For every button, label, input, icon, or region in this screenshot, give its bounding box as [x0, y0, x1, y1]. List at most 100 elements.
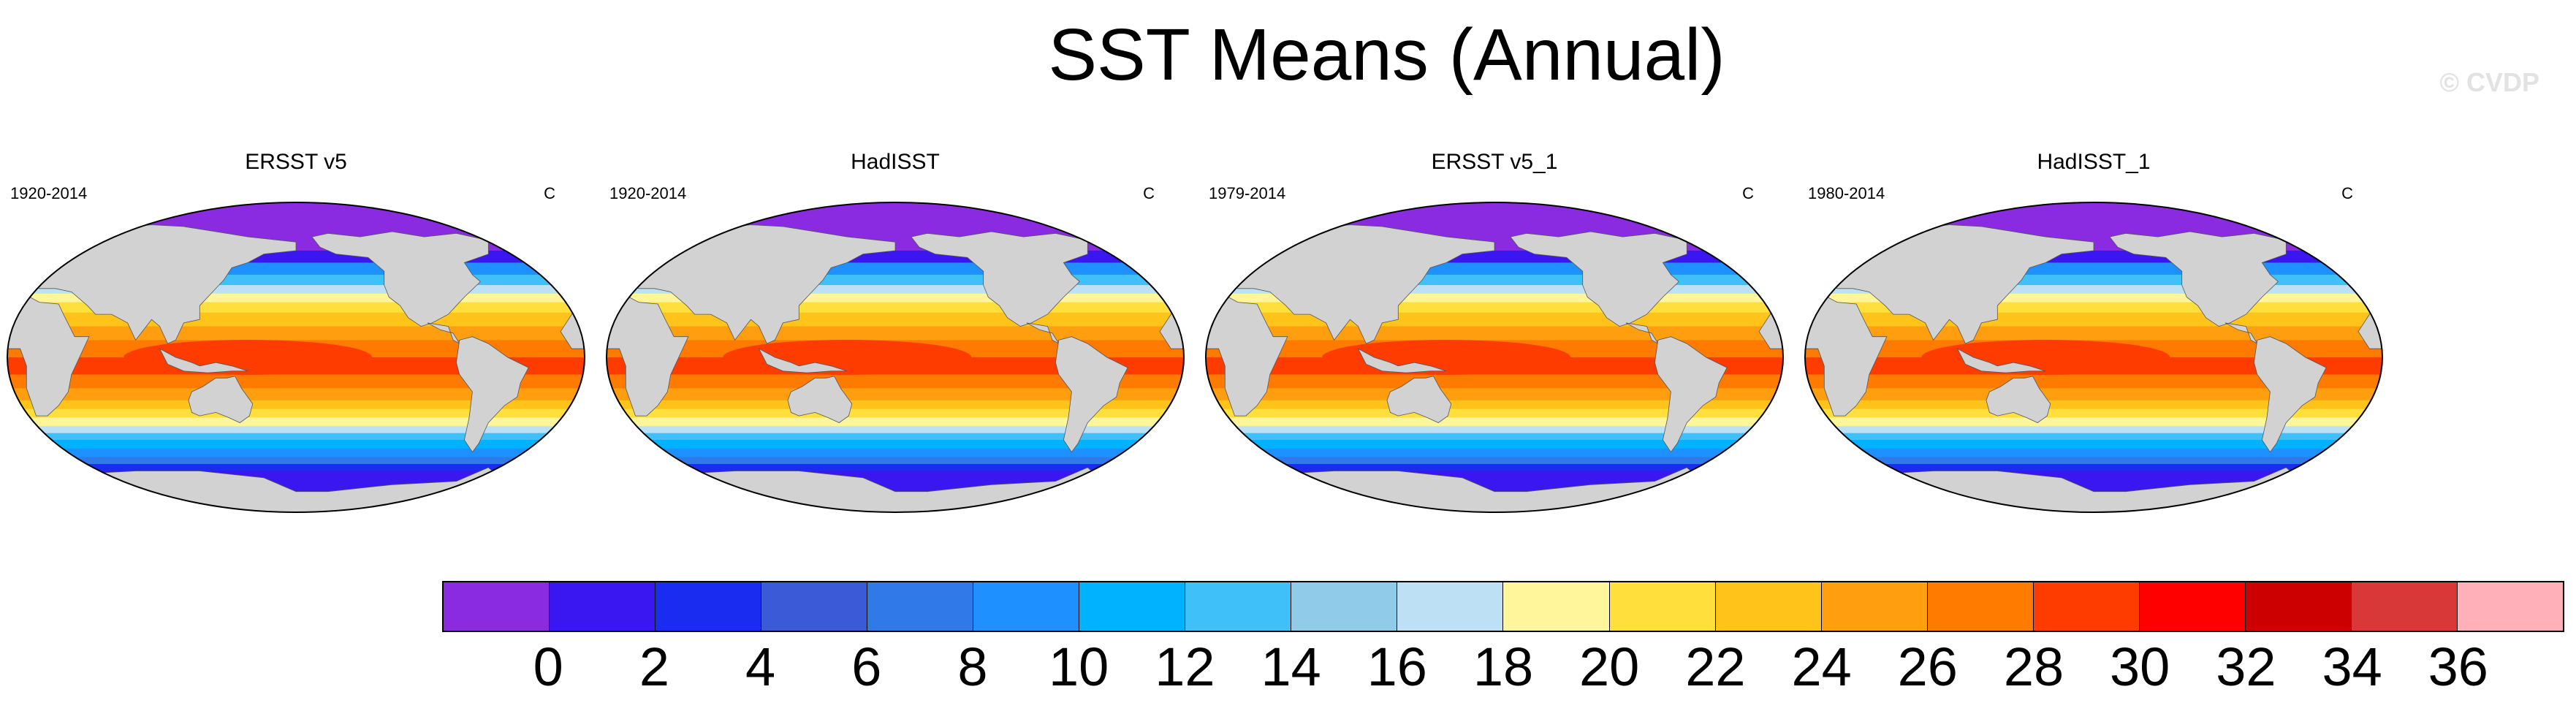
continent-africa-east	[1805, 293, 1888, 417]
sst-band	[7, 433, 585, 441]
sst-band	[1206, 374, 1783, 389]
sst-band	[7, 312, 585, 327]
sst-band	[7, 464, 585, 471]
colorbar-tick-label: 2	[639, 636, 669, 697]
sst-band	[1805, 464, 2382, 471]
sst-band	[607, 202, 1184, 237]
sst-band	[7, 457, 585, 465]
colorbar-swatch	[973, 582, 1079, 631]
colorbar-swatch	[444, 582, 550, 631]
colorbar-tick-label: 12	[1155, 636, 1215, 697]
colorbar-ticks: 0 2 4 6 8 10 12 14 16 18 20 22 24 26 28 30 32 34 36	[442, 636, 2564, 697]
colorbar-swatch	[1291, 582, 1397, 631]
sst-map	[606, 202, 1185, 513]
sst-band	[1805, 417, 2382, 427]
map-panel-ersst-v5-1: ERSST v5_1 1979-2014 C	[1198, 150, 1790, 559]
colorbar-tick-label: 0	[533, 636, 563, 697]
sst-band	[7, 448, 585, 458]
map-outline	[1804, 202, 2383, 513]
panel-units: C	[544, 184, 555, 202]
sst-band	[607, 457, 1184, 465]
continent-south-america	[1055, 336, 1128, 453]
sst-band	[1805, 433, 2382, 441]
figure-title: SST Means (Annual)	[1048, 14, 1725, 96]
continent-indonesia	[1357, 348, 1447, 373]
map-outline	[1205, 202, 1784, 513]
colorbar-tick-label: 8	[957, 636, 988, 697]
sst-band	[1805, 202, 2382, 237]
sst-map	[1804, 202, 2383, 513]
colorbar-swatch	[2138, 582, 2245, 631]
sst-band	[1206, 408, 1783, 418]
sst-band	[7, 426, 585, 434]
sst-band	[607, 417, 1184, 427]
colorbar-tick-label: 14	[1261, 636, 1321, 697]
panel-period: 1979-2014	[1209, 184, 1286, 202]
sst-band	[607, 408, 1184, 418]
continent-eurasia-east	[2357, 254, 2382, 289]
colorbar-swatch	[1714, 582, 1821, 631]
panel-units: C	[1742, 184, 1754, 202]
sst-map	[7, 202, 585, 513]
continent-north-america	[911, 231, 1088, 327]
sst-band	[7, 417, 585, 427]
sst-band	[1805, 400, 2382, 410]
sst-band	[1206, 448, 1783, 458]
panel-period: 1920-2014	[10, 184, 88, 202]
warm-pool	[124, 340, 373, 375]
panel-title: ERSST v5	[245, 150, 347, 174]
sst-band	[607, 400, 1184, 410]
sst-band	[1805, 326, 2382, 341]
sst-band	[1206, 326, 1783, 341]
sst-band	[1805, 408, 2382, 418]
sst-band	[1805, 448, 2382, 458]
colorbar-swatch	[2350, 582, 2457, 631]
panel-title: HadISST	[851, 150, 940, 174]
continent-north-america	[311, 231, 489, 327]
continent-africa-east	[607, 293, 689, 417]
sst-band	[1206, 400, 1783, 410]
colorbar-swatch	[1185, 582, 1291, 631]
continent-indonesia	[1956, 348, 2046, 373]
colorbar-swatch	[655, 582, 761, 631]
colorbar-tick-label: 10	[1049, 636, 1109, 697]
panel-period: 1920-2014	[609, 184, 687, 202]
panel-period: 1980-2014	[1808, 184, 1885, 202]
sst-band	[607, 464, 1184, 471]
continent-australia	[787, 376, 853, 423]
sst-band	[7, 400, 585, 410]
colorbar-swatch	[1820, 582, 1927, 631]
warm-pool	[1322, 340, 1571, 375]
sst-band	[1805, 457, 2382, 465]
continent-eurasia-east	[1159, 254, 1184, 289]
sst-band	[7, 374, 585, 389]
continent-eurasia-east	[1758, 254, 1783, 289]
sst-band	[607, 440, 1184, 449]
sst-band	[1206, 464, 1783, 471]
sst-band	[1206, 202, 1783, 237]
sst-band	[7, 408, 585, 418]
sst-band	[1805, 426, 2382, 434]
colorbar-tick-label: 36	[2428, 636, 2488, 697]
sst-band	[607, 448, 1184, 458]
continent-south-america	[2253, 336, 2327, 453]
colorbar-swatch	[549, 582, 656, 631]
sst-band	[1206, 440, 1783, 449]
continent-north-america	[1510, 231, 1687, 327]
continent-south-america	[455, 336, 529, 453]
sst-band	[1206, 388, 1783, 401]
colorbar-tick-label: 18	[1473, 636, 1534, 697]
continent-north-america	[2109, 231, 2287, 327]
continent-indonesia	[159, 348, 248, 373]
continent-australia	[1986, 376, 2051, 423]
sst-band	[1206, 417, 1783, 427]
continent-africa-east	[7, 293, 90, 417]
sst-band	[7, 326, 585, 341]
sst-band	[7, 388, 585, 401]
colorbar-swatch	[1079, 582, 1185, 631]
colorbar-swatch	[1608, 582, 1715, 631]
panel-title: ERSST v5_1	[1431, 150, 1558, 174]
panel-title: HadISST_1	[2037, 150, 2151, 174]
colorbar-tick-label: 28	[2003, 636, 2064, 697]
continent-eurasia-east	[560, 254, 585, 289]
